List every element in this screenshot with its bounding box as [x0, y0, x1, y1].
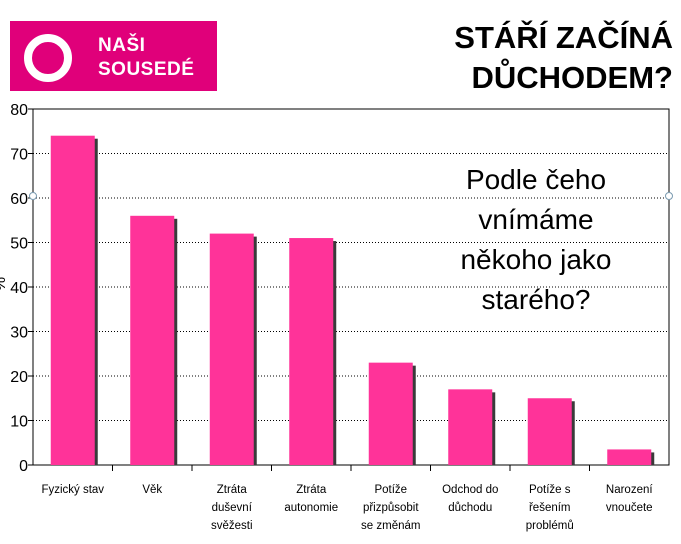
x-tick-label-line: se změnám — [361, 520, 420, 532]
x-tick-label-line: Ztráta — [296, 484, 327, 496]
x-tick-label-line: Ztráta — [217, 484, 248, 496]
y-tick-label: 70 — [10, 147, 28, 164]
question-line1: Podle čeho — [465, 164, 607, 195]
x-tick-label-line: duševní — [212, 502, 253, 514]
x-tick-label-line: autonomie — [284, 502, 338, 514]
bar — [527, 398, 572, 465]
x-tick-label-line: vnoučete — [606, 502, 653, 514]
x-tick-label: Potíže s řešením problémů — [526, 484, 574, 532]
question-line2: vnímáme — [478, 204, 594, 235]
question-line4: starého? — [481, 284, 591, 315]
x-tick-label-line: Věk — [142, 484, 162, 496]
logo-line1: NAŠI — [98, 35, 146, 56]
bar — [50, 135, 95, 465]
x-tick-label: Věk — [142, 484, 162, 496]
chart-question: Podle čeho vnímáme někoho jako starého? — [430, 160, 642, 320]
x-tick-label: Fyzický stav — [41, 484, 104, 496]
bar — [130, 215, 175, 465]
bar — [607, 449, 652, 465]
x-tick-label-line: Potíže — [374, 484, 407, 496]
bar — [209, 233, 254, 465]
x-tick-label-line: Potíže s — [529, 484, 571, 496]
x-tick-label-line: svěžesti — [211, 520, 253, 532]
x-tick-label-line: problémů — [526, 520, 574, 532]
question-line3: někoho jako — [460, 244, 612, 275]
y-axis-label: % — [0, 277, 9, 291]
bar — [289, 238, 334, 465]
y-tick-label: 40 — [10, 280, 28, 297]
bar — [368, 362, 413, 465]
logo-line2: SOUSEDÉ — [98, 59, 195, 80]
x-tick-label: Ztráta autonomie — [284, 484, 338, 514]
x-tick-label: Odchod do důchodu — [442, 484, 498, 514]
title-line2: DŮCHODEM? — [471, 60, 674, 95]
ring-icon — [24, 34, 72, 82]
x-tick-label-line: důchodu — [448, 502, 492, 514]
y-tick-label: 10 — [10, 414, 28, 431]
y-tick-label: 20 — [10, 369, 28, 386]
x-tick-label: Narození vnoučete — [606, 484, 653, 514]
y-tick-label: 60 — [10, 191, 28, 208]
x-tick-label: Ztráta duševní svěžesti — [211, 484, 253, 532]
page-title: STÁŘÍ ZAČÍNÁ DŮCHODEM? — [454, 18, 673, 98]
y-tick-label: 50 — [10, 236, 28, 253]
selection-handle — [665, 192, 673, 200]
y-tick-label: 0 — [19, 458, 28, 475]
x-tick-label-line: Fyzický stav — [41, 484, 104, 496]
x-tick-label-line: Odchod do — [442, 484, 498, 496]
y-tick-label: 80 — [10, 102, 28, 119]
x-tick-label: Potíže přizpůsobit se změnám — [361, 484, 420, 532]
y-tick-label: 30 — [10, 325, 28, 342]
brand-logo: NAŠI SOUSEDÉ — [10, 21, 217, 91]
bar — [448, 389, 493, 465]
selection-handle — [29, 192, 37, 200]
x-tick-label-line: přizpůsobit — [363, 502, 419, 514]
x-tick-label-line: řešením — [529, 502, 571, 514]
title-line1: STÁŘÍ ZAČÍNÁ — [454, 20, 673, 55]
x-tick-label-line: Narození — [606, 484, 653, 496]
